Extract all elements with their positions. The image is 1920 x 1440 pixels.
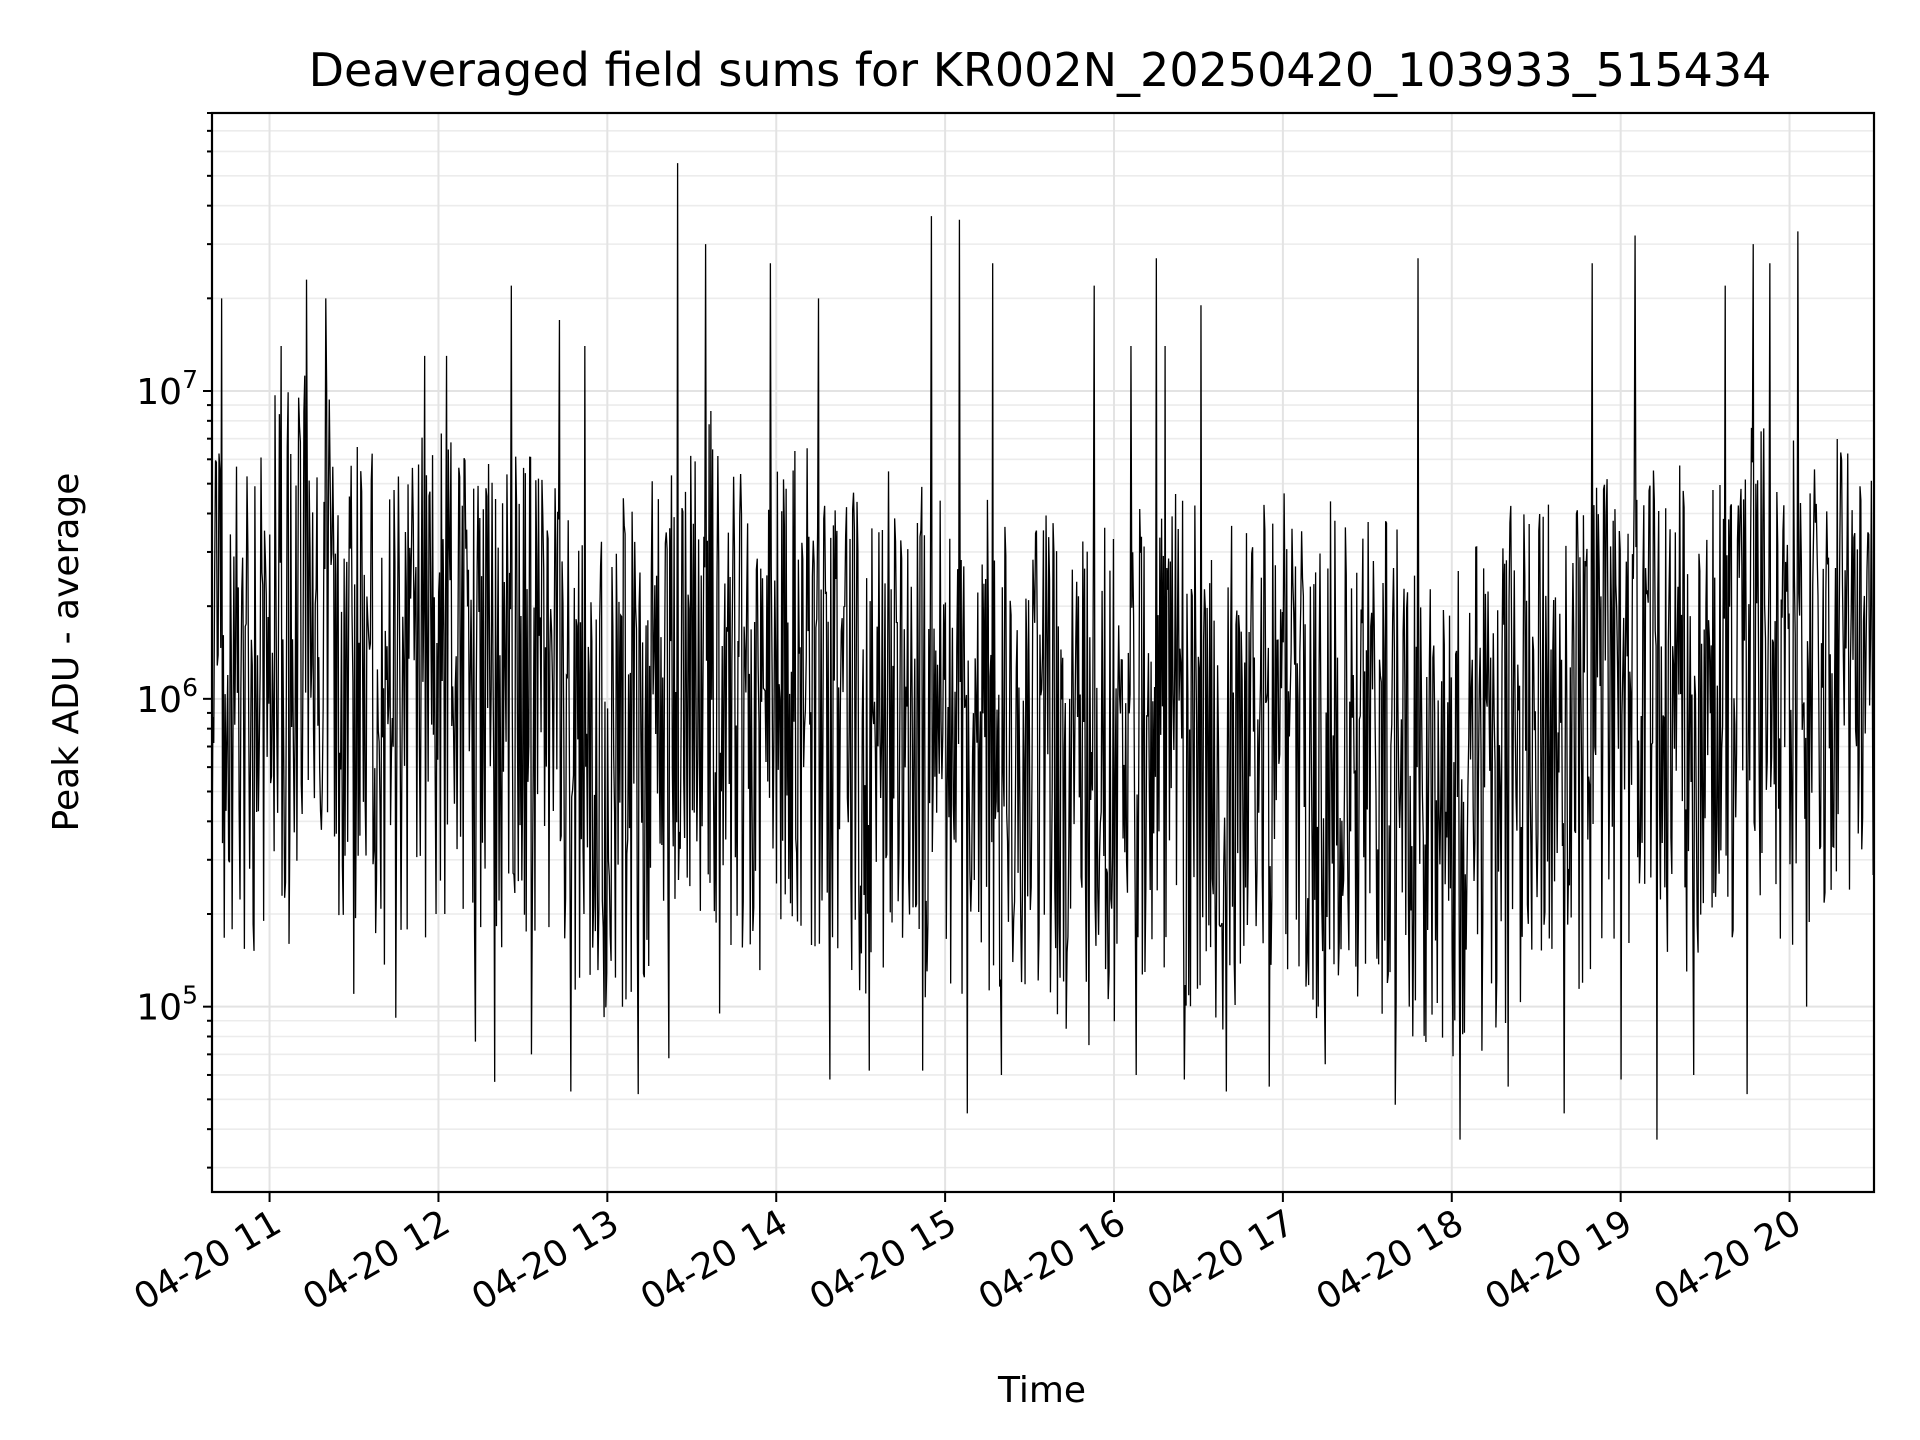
chart-title: Deaveraged field sums for KR002N_2025042…: [309, 43, 1772, 97]
series-layer: [212, 163, 1874, 1140]
y-tick-label: 106: [136, 673, 198, 721]
y-axis: 105 106 107: [136, 112, 212, 1169]
y-tick-label: 105: [136, 981, 198, 1029]
series-line: [212, 163, 1874, 1140]
y-axis-label: Peak ADU - average: [46, 473, 87, 832]
x-axis-label: Time: [997, 1370, 1086, 1411]
plot-area-frame: [210, 111, 1876, 1194]
y-tick-label: 107: [136, 365, 198, 413]
